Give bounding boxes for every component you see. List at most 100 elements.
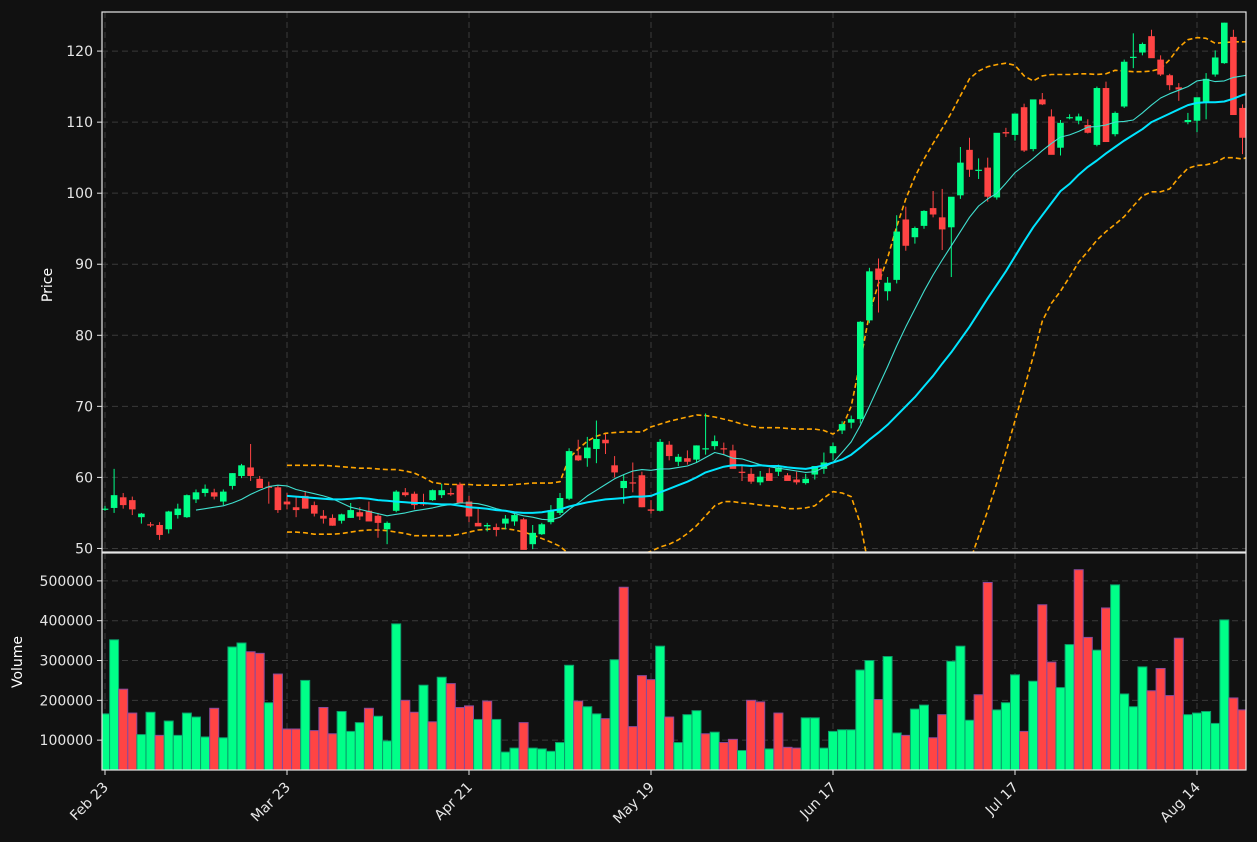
candlestick [693, 445, 700, 463]
volume-bar [909, 708, 920, 770]
candle-body [192, 492, 200, 500]
candle-body [620, 480, 627, 489]
candle-body [766, 473, 773, 481]
volume-bar [1064, 644, 1075, 770]
candlestick [447, 488, 455, 496]
volume-bar [682, 714, 693, 770]
candlestick [857, 321, 864, 424]
candle-body [1148, 36, 1155, 59]
candlestick [884, 277, 891, 301]
candlestick [429, 489, 436, 501]
volume-bar [163, 720, 174, 770]
volume-bar [664, 716, 675, 770]
candle-body [247, 467, 254, 476]
moving-average-fast-line [195, 74, 1246, 521]
candlestick [438, 483, 445, 498]
volume-bar [236, 642, 247, 770]
candle-body [292, 507, 300, 511]
candlestick [192, 489, 200, 503]
volume-bar [373, 715, 383, 770]
candlestick [156, 522, 163, 540]
volume-bars [102, 569, 1246, 770]
candlestick [1193, 97, 1201, 133]
volume-bar [809, 717, 820, 770]
candlestick [638, 471, 646, 508]
volume-bar [209, 707, 220, 770]
volume-tick-label: 100000 [40, 733, 93, 749]
candle-body [756, 476, 764, 483]
volume-bar [282, 728, 292, 770]
candle-body [438, 490, 445, 496]
candle-body [747, 473, 755, 482]
candle-body [1039, 99, 1046, 105]
price-panel-frame [101, 11, 1247, 553]
candlestick [338, 513, 345, 524]
candle-body [1166, 75, 1173, 86]
candlestick [493, 523, 500, 537]
candlestick [756, 471, 764, 486]
candle-body [374, 515, 382, 523]
volume-bar [973, 694, 984, 770]
candlestick [483, 522, 491, 532]
volume-bar [400, 699, 411, 770]
candle-body [857, 321, 864, 420]
candlestick [938, 188, 946, 251]
volume-bar [882, 656, 893, 770]
candle-body [210, 492, 218, 497]
volume-bar [573, 700, 584, 770]
candlestick [647, 500, 655, 514]
candle-body [538, 524, 546, 535]
candle-body [1111, 112, 1119, 135]
volume-bar [582, 706, 593, 770]
candle-body [129, 500, 136, 510]
candle-body [493, 527, 500, 530]
candlestick [793, 471, 800, 485]
volume-bar [773, 712, 784, 770]
volume-bar [991, 709, 1002, 770]
volume-bar [1219, 619, 1230, 770]
candle-body [975, 169, 982, 171]
candle-body [984, 167, 991, 197]
candlestick [520, 517, 527, 550]
candlestick [229, 473, 236, 490]
volume-bar [691, 710, 702, 770]
candlestick [766, 468, 773, 481]
candle-body [147, 524, 154, 526]
candlestick [984, 157, 991, 202]
candle-body [720, 448, 728, 450]
volume-bar [436, 676, 447, 770]
candle-body [556, 498, 564, 513]
volume-axis-title: Volume [10, 636, 26, 688]
candle-body [793, 479, 800, 483]
candle-body [1020, 107, 1028, 151]
candle-body [574, 455, 582, 461]
candlestick [301, 490, 309, 509]
candle-body [311, 505, 318, 514]
volume-bar [982, 581, 993, 770]
candlestick [1066, 114, 1073, 120]
candle-body [948, 196, 955, 228]
volume-bar [919, 704, 929, 770]
volume-bar [445, 683, 456, 770]
candle-body [775, 467, 782, 472]
candle-body [647, 509, 655, 511]
candle-body [693, 445, 700, 460]
volume-bar [855, 669, 866, 770]
candle-body [402, 492, 409, 496]
candlestick [102, 505, 109, 511]
candlestick [129, 496, 136, 516]
candlestick [201, 484, 209, 497]
volume-bar [545, 750, 556, 770]
candlestick [838, 421, 846, 435]
volume-bar [746, 699, 757, 770]
candlestick [684, 450, 691, 465]
candle-body [1048, 116, 1055, 155]
candle-body [957, 162, 964, 196]
volume-bar [1164, 695, 1175, 770]
volume-bar [454, 706, 465, 770]
candle-body [875, 268, 882, 280]
candle-body [447, 493, 455, 495]
volume-bar [646, 679, 656, 770]
candlestick [1175, 83, 1183, 101]
volume-bar [1155, 667, 1166, 770]
